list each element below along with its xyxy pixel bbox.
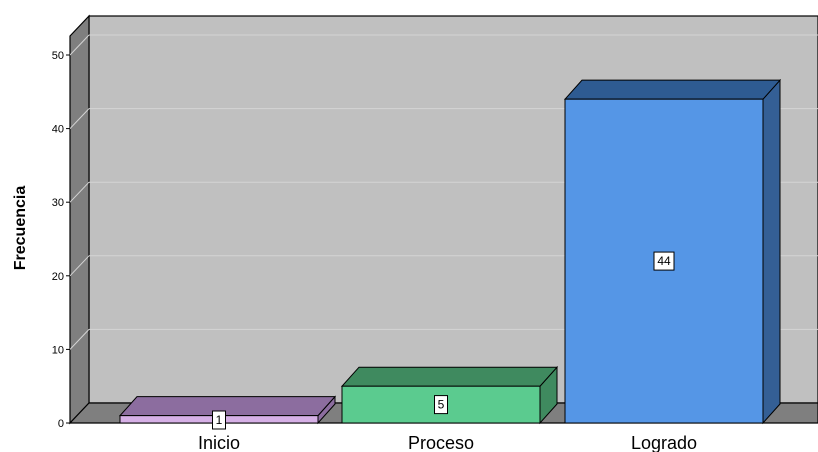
x-tick-label: Proceso xyxy=(408,433,474,452)
bar-inicio: 1 xyxy=(118,395,337,430)
y-tick-label: 30 xyxy=(52,197,64,209)
bar-top xyxy=(340,366,559,387)
y-tick-label: 40 xyxy=(52,124,64,136)
y-axis-label: Frecuencia xyxy=(12,186,29,271)
y-axis: 0 10 20 30 40 50 xyxy=(52,50,70,430)
data-label-box xyxy=(212,410,226,430)
x-tick-label: Inicio xyxy=(198,433,240,452)
y-tick-label: 0 xyxy=(58,418,64,430)
bar-side xyxy=(762,78,781,425)
y-tick-label: 20 xyxy=(52,271,64,283)
y-tick-label: 50 xyxy=(52,50,64,62)
data-label-value: 44 xyxy=(657,254,671,268)
x-tick-label: Logrado xyxy=(631,433,697,452)
data-label: 5 xyxy=(434,395,448,415)
gridline-side xyxy=(69,255,90,277)
y-tick-label: 10 xyxy=(52,344,64,356)
bar-top xyxy=(563,79,782,100)
data-label-value: 1 xyxy=(216,413,223,427)
x-axis: Inicio Proceso Logrado xyxy=(198,433,697,452)
gridline-side xyxy=(69,329,90,350)
left-wall xyxy=(69,14,90,425)
bar-proceso: 5 xyxy=(340,365,559,425)
data-label: 44 xyxy=(653,251,675,271)
data-label-box xyxy=(653,251,675,271)
gridline-side xyxy=(69,108,90,129)
bar-logrado: 44 xyxy=(563,78,782,425)
data-label: 1 xyxy=(212,410,226,430)
gridline-side xyxy=(69,181,90,203)
bar-top xyxy=(118,396,337,417)
data-label-box xyxy=(434,395,448,415)
data-label-value: 5 xyxy=(438,398,445,412)
gridline-side xyxy=(69,34,90,56)
